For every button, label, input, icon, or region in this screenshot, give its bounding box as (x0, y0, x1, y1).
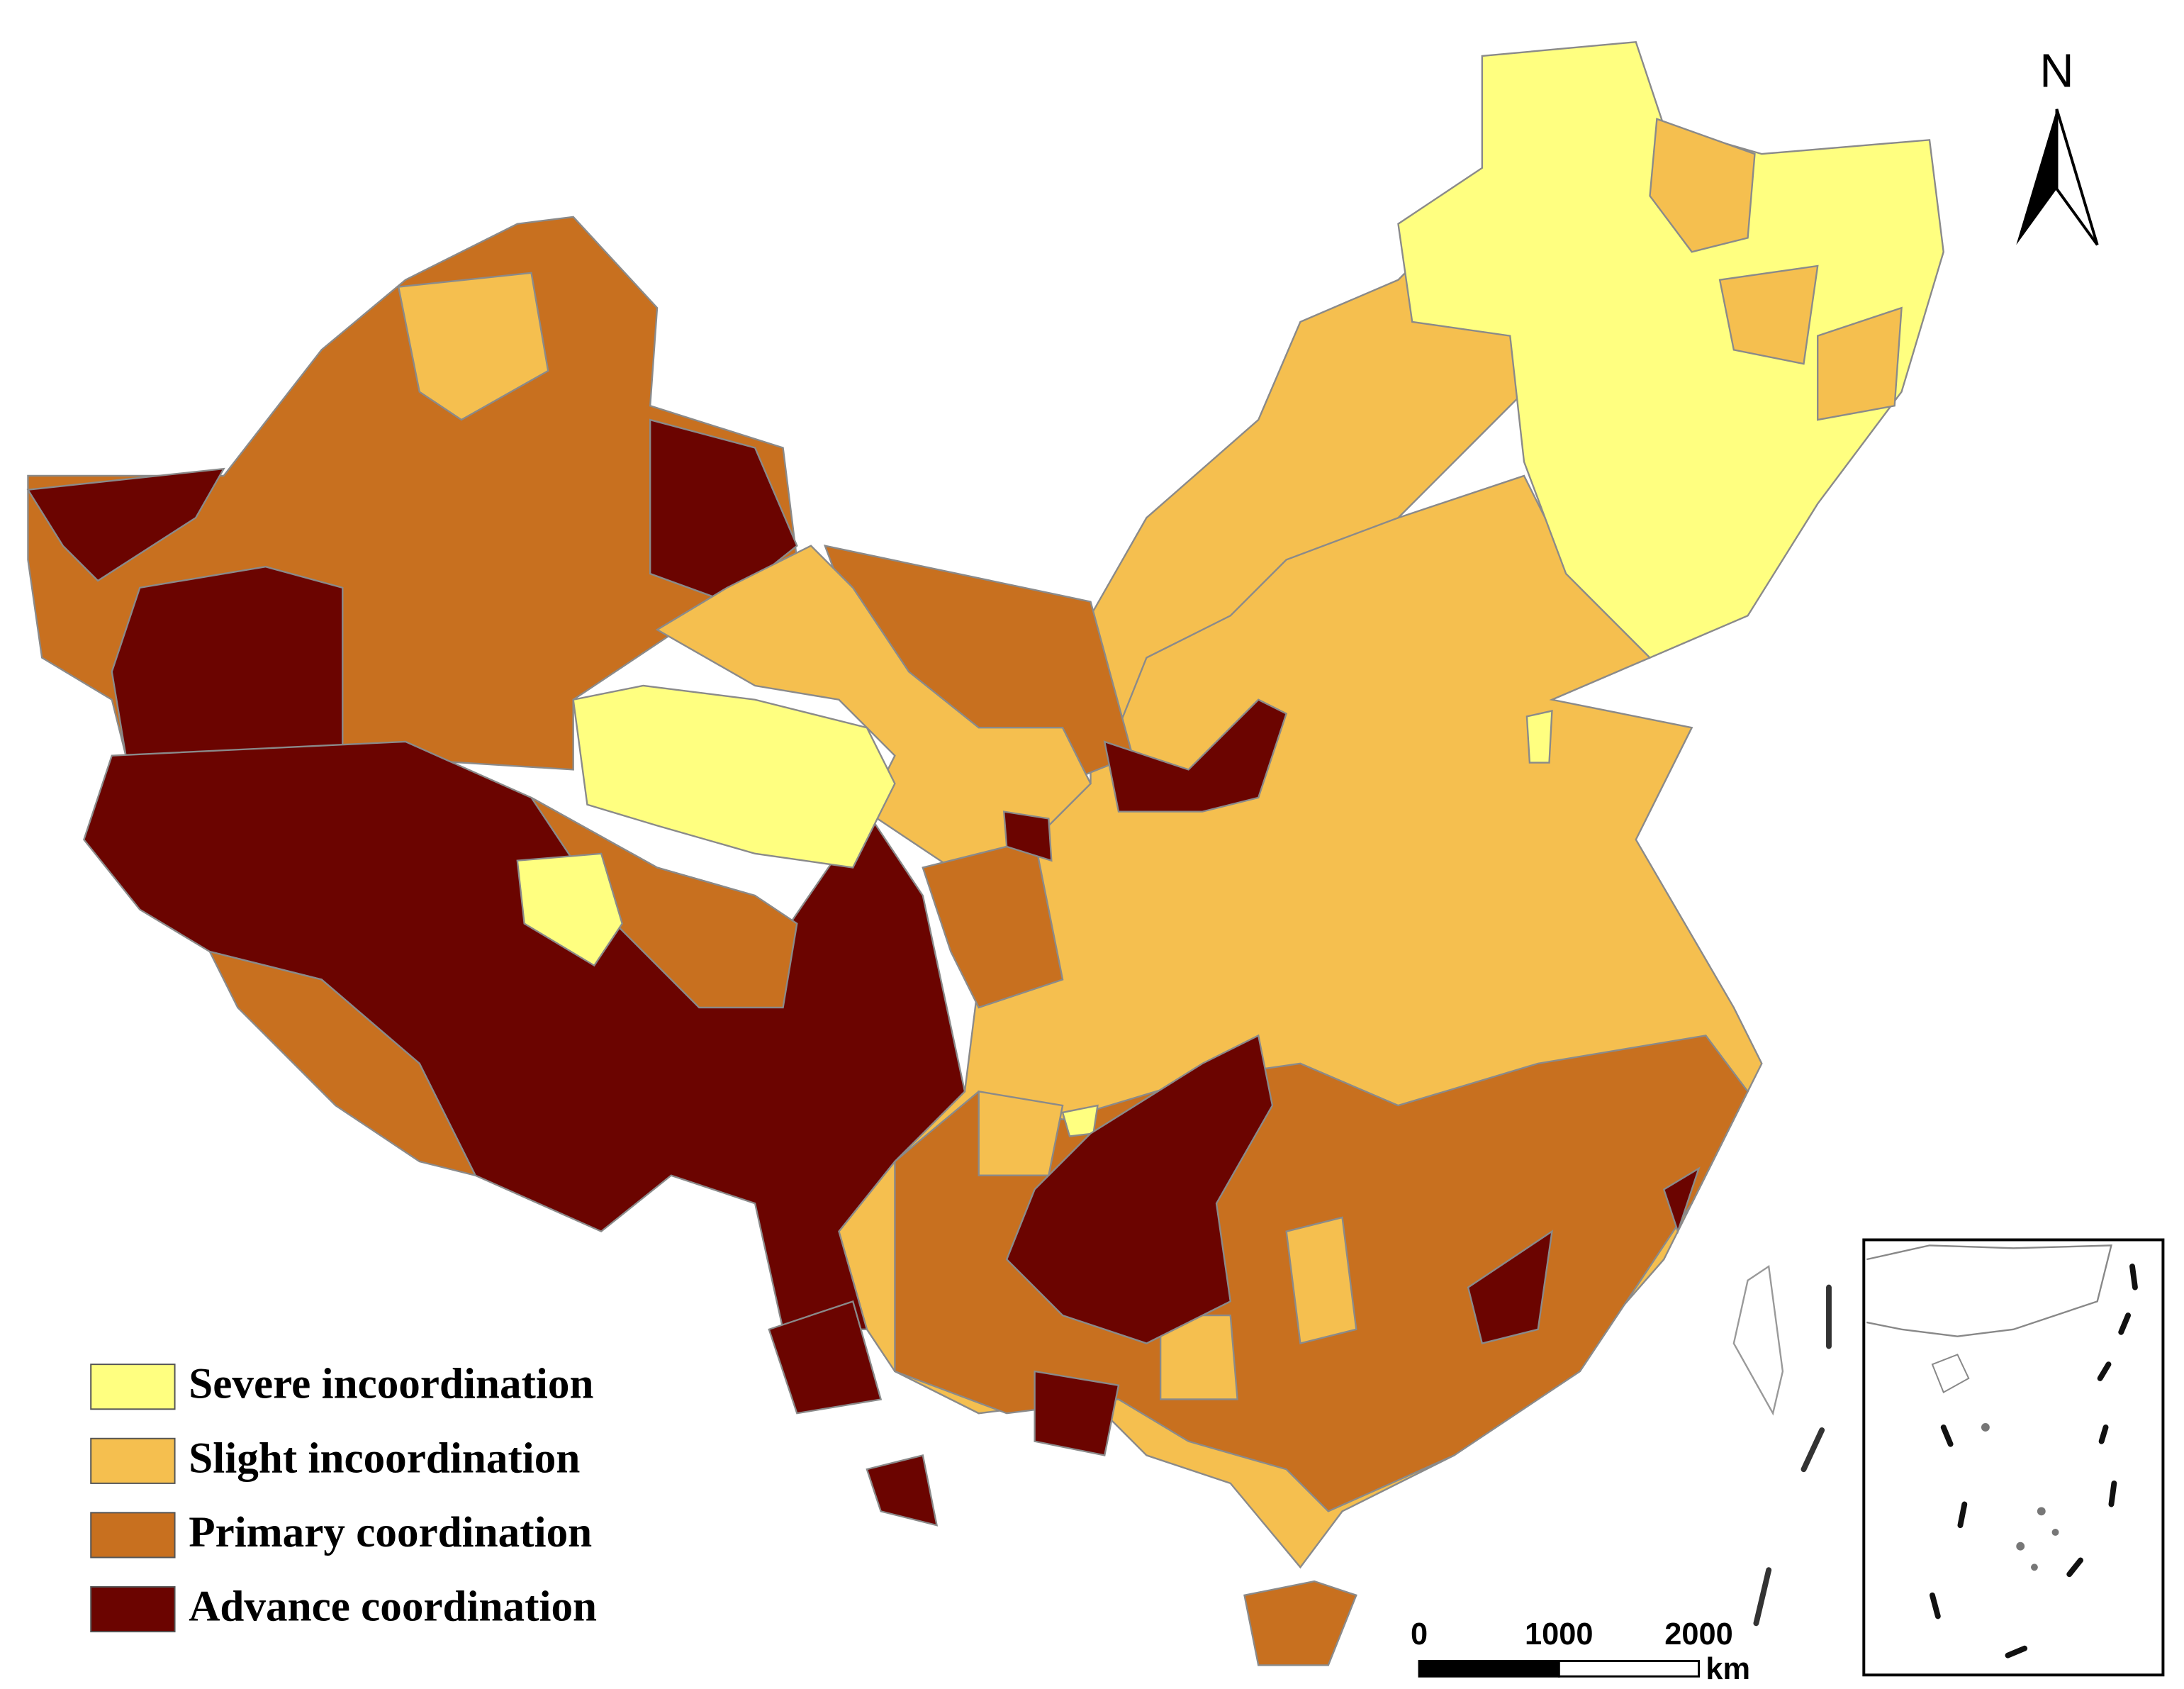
scale-label: 1000 (1525, 1617, 1594, 1651)
region (1525, 710, 1553, 764)
region (1159, 1314, 1238, 1400)
region (1103, 698, 1288, 813)
legend-swatch (90, 1585, 176, 1633)
scale-label: 0 (1411, 1617, 1428, 1651)
region (1034, 1370, 1120, 1456)
scale-segment (1557, 1660, 1701, 1678)
scale-label: 2000 (1664, 1617, 1733, 1651)
legend: Severe incoordination Slight incoordinati… (90, 1360, 597, 1633)
legend-label: Slight incoordination (189, 1434, 580, 1482)
north-arrow-left (2016, 108, 2057, 245)
region (208, 950, 477, 1177)
region (1002, 810, 1053, 862)
inset-island (1931, 1354, 1970, 1394)
inset (1862, 1238, 2165, 1677)
legend-swatch (90, 1437, 176, 1484)
region (1718, 264, 1819, 365)
region (1005, 1034, 1274, 1344)
inset-frame (1862, 1238, 2165, 1677)
region (1649, 118, 1756, 253)
region (866, 1454, 939, 1527)
region (978, 1090, 1064, 1176)
region (768, 1300, 883, 1415)
region (655, 545, 1092, 869)
region (1817, 306, 1903, 421)
region (1467, 1230, 1553, 1344)
region (1285, 1216, 1357, 1345)
taiwan (1732, 1264, 1784, 1416)
region (572, 684, 896, 869)
region (26, 467, 225, 582)
region (111, 566, 344, 757)
north-label: N (2039, 44, 2073, 97)
scale-unit: km (1706, 1652, 1750, 1686)
region (397, 272, 549, 421)
dash-line (1753, 1284, 1832, 1627)
regions (26, 40, 1944, 1666)
region (516, 852, 624, 967)
north-arrow-right (2055, 108, 2099, 246)
region (530, 796, 798, 1009)
legend-label: Primary coordination (189, 1508, 592, 1556)
region (1243, 1580, 1357, 1666)
legend-label: Severe incoordination (189, 1360, 593, 1408)
legend-swatch (90, 1512, 176, 1559)
north-arrow: N (2016, 44, 2099, 246)
inset-dash (1930, 1264, 2138, 1659)
region (1662, 1166, 1701, 1234)
legend-swatch (90, 1364, 176, 1410)
inset-islands (1981, 1423, 2059, 1571)
inset-coast (1866, 1244, 2112, 1337)
scale-segment (1418, 1660, 1560, 1678)
legend-label: Advance coordination (189, 1583, 597, 1631)
